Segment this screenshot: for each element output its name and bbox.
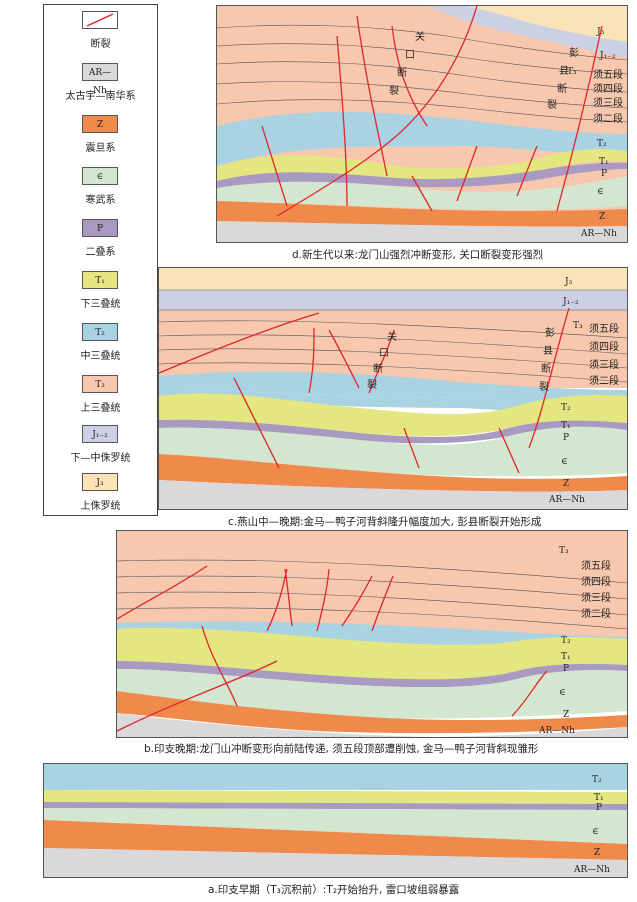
pengxian-label-char-4: 裂	[539, 380, 549, 393]
panel-c-cross-section: J₃ J₁₋₂ T₃ 须五段 须四段 须三段 须二段 T₂ T₁ P ∈ Z A…	[158, 267, 628, 510]
label-ar-nh: AR—Nh	[580, 229, 617, 239]
legend-label: 下—中侏罗统	[70, 453, 131, 464]
label-p: P	[601, 169, 607, 179]
legend-label: 上侏罗统	[80, 501, 121, 512]
label-p: P	[563, 433, 569, 443]
ar-nh-swatch: AR—Nh	[82, 63, 118, 96]
label-ar-nh: AR—Nh	[538, 726, 575, 736]
label-j3: J₃	[596, 27, 605, 37]
label-x2: 须二段	[593, 112, 623, 125]
p-swatch: P	[82, 219, 118, 237]
legend-label: 上三叠统	[80, 403, 121, 414]
label-x4: 须四段	[589, 340, 619, 353]
label-j3: J₃	[564, 277, 573, 287]
legend-label: 下三叠统	[80, 299, 121, 310]
pengxian-label-char-3: 断	[541, 362, 551, 375]
fault-swatch	[82, 11, 118, 29]
caption-c: c.燕山中—晚期:金马—鸭子河背斜隆升幅度加大, 彭县断裂开始形成	[228, 516, 542, 528]
label-t2: T₂	[597, 139, 607, 149]
label-t1: T₁	[599, 157, 609, 167]
label-cambrian: ∈	[592, 827, 599, 837]
label-t1: T₁	[561, 421, 571, 431]
label-t2: T₂	[561, 403, 571, 413]
legend-label: 太古宇—南华系	[65, 91, 136, 102]
pengxian-label-char-2: 县	[559, 65, 569, 77]
t1-swatch: T₁	[82, 271, 118, 289]
label-t3: T₃	[573, 321, 583, 331]
label-j12: J₁₋₂	[562, 297, 579, 307]
label-x3: 须三段	[581, 591, 611, 604]
label-x2: 须二段	[581, 607, 611, 620]
caption-a: a.印支早期（T₃沉积前）:T₂开始抬升, 雷口坡组弱暴露	[208, 884, 460, 896]
guankou-label-char-1: 关	[387, 330, 397, 343]
label-p: P	[596, 803, 602, 813]
label-t3: T₃	[559, 546, 569, 556]
pengxian-label-char-1: 彭	[545, 326, 555, 339]
guankou-label-char-1: 关	[415, 30, 425, 43]
guankou-label-char-3: 断	[397, 66, 407, 79]
legend: 断裂 AR—Nh 太古宇—南华系 Z 震旦系 ∈ 寒武系 P 二叠系 T₁ 下三…	[43, 4, 158, 516]
label-ar-nh: AR—Nh	[548, 495, 585, 505]
label-p: P	[563, 664, 569, 674]
pengxian-label-char-1: 彭	[569, 46, 579, 59]
label-ar-nh: AR—Nh	[573, 865, 610, 875]
label-x3: 须三段	[593, 96, 623, 109]
z-swatch: Z	[82, 115, 118, 133]
caption-b: b.印支晚期:龙门山冲断变形向前陆传递, 须五段顶部遭削蚀, 金马—鸭子河背斜现…	[144, 743, 539, 755]
legend-label: 中三叠统	[80, 351, 121, 362]
label-x5: 须五段	[581, 559, 611, 572]
t3-swatch: T₃	[82, 375, 118, 393]
label-t2: T₂	[592, 775, 602, 785]
guankou-label-char-4: 裂	[367, 378, 377, 391]
legend-label: 二叠系	[85, 247, 116, 258]
label-cambrian: ∈	[597, 187, 604, 197]
label-cambrian: ∈	[561, 457, 568, 467]
pengxian-label-char-4: 裂	[547, 98, 557, 111]
label-x5: 须五段	[593, 68, 623, 81]
guankou-label-char-2: 口	[405, 50, 415, 61]
label-x5: 须五段	[589, 322, 619, 335]
label-cambrian: ∈	[559, 688, 566, 698]
legend-label: 断裂	[90, 39, 111, 50]
label-t2: T₂	[561, 636, 571, 646]
panel-a-cross-section: T₂ T₁ P ∈ Z AR—Nh	[43, 763, 628, 878]
j12-swatch: J₁₋₂	[82, 425, 118, 443]
label-z: Z	[563, 710, 569, 720]
label-t1: T₁	[594, 793, 604, 803]
panel-b-cross-section: T₃ 须五段 须四段 须三段 须二段 T₂ T₁ P ∈ Z AR—Nh	[116, 530, 628, 738]
caption-d: d.新生代以来:龙门山强烈冲断变形, 关口断裂变形强烈	[292, 249, 544, 261]
pengxian-label-char-2: 县	[543, 345, 553, 357]
legend-label: 寒武系	[85, 195, 116, 206]
label-t3: T₃	[567, 67, 577, 77]
panel-d-cross-section: J₃ J₁₋₂ T₃ 须五段 须四段 须三段 须二段 T₂ T₁ P ∈ Z A…	[216, 5, 628, 243]
label-x3: 须三段	[589, 358, 619, 371]
label-x2: 须二段	[589, 374, 619, 387]
label-j12: J₁₋₂	[599, 51, 616, 61]
legend-label: 震旦系	[85, 143, 116, 154]
label-z: Z	[563, 479, 569, 489]
label-z: Z	[599, 212, 605, 222]
guankou-label-char-2: 口	[379, 348, 389, 359]
label-t1: T₁	[561, 652, 571, 662]
fault-icon	[86, 13, 114, 27]
label-x4: 须四段	[581, 575, 611, 588]
t2-swatch: T₂	[82, 323, 118, 341]
guankou-label-char-3: 断	[373, 362, 383, 375]
pengxian-label-char-3: 断	[557, 82, 567, 95]
guankou-label-char-4: 裂	[389, 84, 399, 97]
j3-swatch: J₃	[82, 473, 118, 491]
label-z: Z	[594, 848, 600, 858]
cambrian-swatch: ∈	[82, 167, 118, 185]
label-x4: 须四段	[593, 82, 623, 95]
